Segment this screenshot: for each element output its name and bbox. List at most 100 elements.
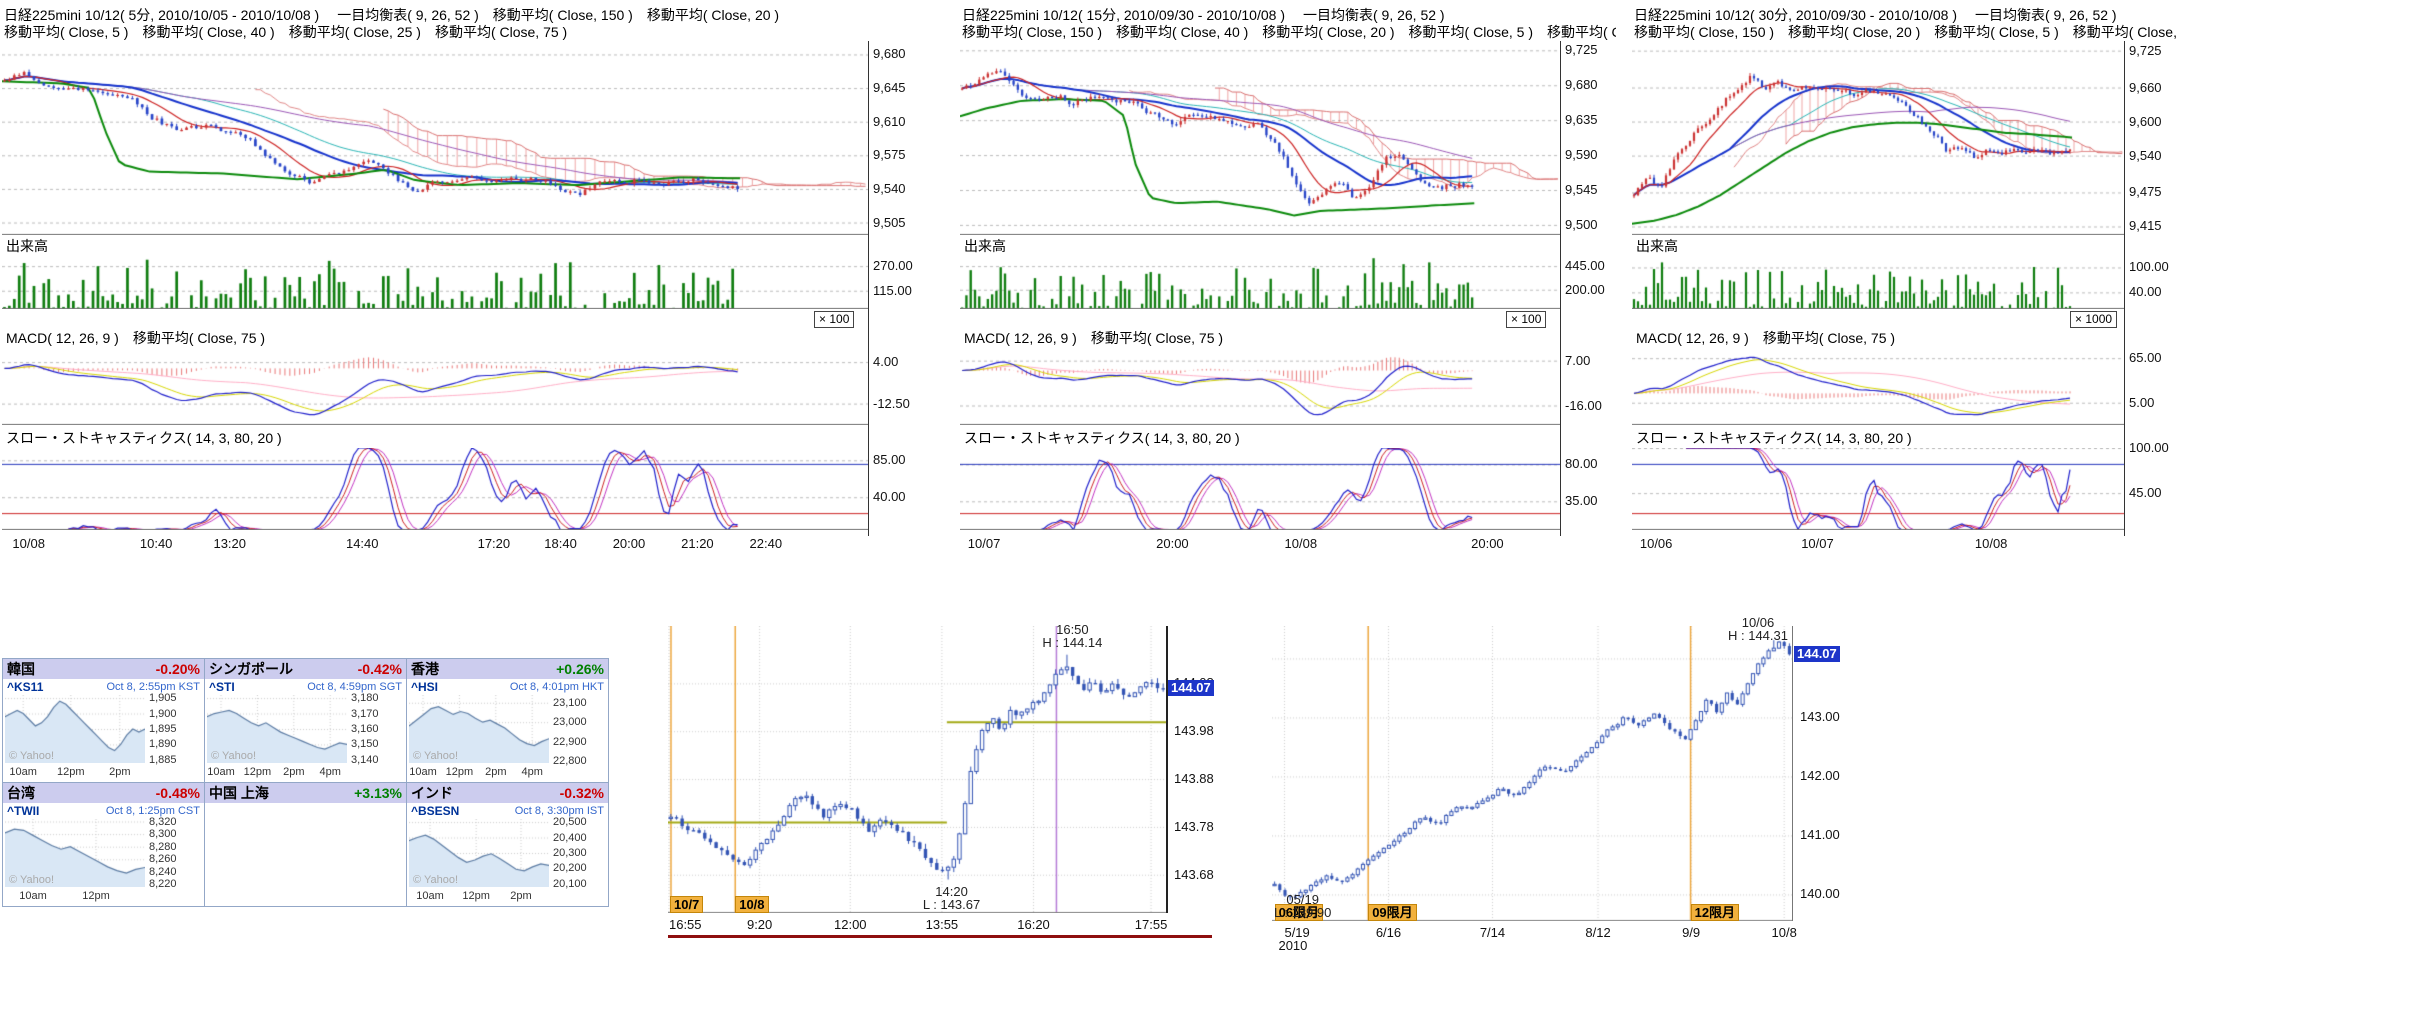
market-header: 韓国 -0.20%	[3, 659, 204, 679]
macd-tick-label: 5.00	[2129, 394, 2155, 410]
mini-chart-area: © Yahoo!	[205, 695, 406, 763]
market-name[interactable]: インド	[411, 785, 453, 801]
mini-x-tick: 2pm	[109, 766, 131, 778]
market-symbol[interactable]: ^HSI	[411, 679, 439, 694]
mini-x-tick: 10am	[416, 890, 444, 902]
volume-pane-canvas	[960, 255, 1560, 309]
legend-row-2: 移動平均( Close, 5 ) 移動平均( Close, 40 ) 移動平均(…	[4, 24, 568, 40]
price-tick-label: 9,680	[873, 46, 906, 62]
time-tick-label: 9/9	[1682, 925, 1701, 940]
axis-line	[868, 41, 869, 536]
market-name[interactable]: シンガポール	[209, 661, 293, 677]
price-tick-label: 9,590	[1565, 147, 1598, 163]
mini-x-labels: 10am 12pm 2pm 4pm	[205, 765, 406, 779]
time-tick-label: 10/07	[1801, 536, 1834, 551]
market-timestamp: Oct 8, 2:55pm KST	[106, 680, 200, 693]
stochastics-pane-canvas	[2, 448, 868, 530]
low-time: 05/19	[1286, 892, 1319, 907]
volume-tick-label: 200.00	[1565, 281, 1605, 297]
price-pane-canvas	[2, 41, 868, 235]
mini-y-tick: 20,400	[553, 831, 587, 844]
time-tick-label: 13:20	[213, 536, 247, 551]
market-symbol[interactable]: ^TWII	[7, 803, 40, 818]
market-symbol[interactable]: ^BSESN	[411, 803, 460, 818]
mini-chart-canvas	[205, 819, 406, 906]
low-annotation: 14:20 L : 143.67	[923, 885, 980, 911]
chart-header: 日経225mini 10/12( 5分, 2010/10/05 - 2010/1…	[4, 5, 930, 23]
legend-row-1: 一目均衡表( 9, 26, 52 )	[1974, 7, 2117, 23]
axis-line	[2124, 41, 2125, 536]
mini-y-tick: 3,150	[351, 738, 379, 751]
time-tick-label: 10/08	[12, 536, 45, 551]
mini-x-tick: 2pm	[485, 766, 507, 778]
market-symbol[interactable]: ^KS11	[7, 679, 44, 694]
mini-x-tick: 12pm	[57, 766, 85, 778]
time-tick-label: 8/12	[1585, 925, 1611, 940]
mini-chart-area: © Yahoo!	[3, 695, 204, 763]
mini-chart-canvas	[409, 819, 549, 887]
mini-x-labels: 10am 12pm 2pm	[3, 765, 204, 779]
mini-x-tick: 10am	[409, 766, 437, 778]
mini-y-tick: 1,900	[149, 707, 177, 720]
price-tick-label: 9,415	[2129, 218, 2162, 234]
mini-y-tick: 23,000	[553, 716, 587, 729]
price-tick-label: 143.98	[1174, 723, 1214, 739]
mini-chart-area	[205, 819, 406, 906]
mini-x-tick: 2pm	[510, 890, 532, 902]
stoch-tick-label: 80.00	[1565, 456, 1598, 472]
mini-y-tick: 22,800	[553, 755, 587, 768]
time-tick-label: 16:55	[668, 917, 702, 932]
market-symbol[interactable]: ^STI	[209, 679, 235, 694]
market-subheader: ^STI Oct 8, 4:59pm SGT	[205, 679, 406, 694]
market-change: -0.20%	[155, 661, 200, 677]
market-name[interactable]: 中国 上海	[209, 785, 269, 801]
axis-line	[1560, 41, 1561, 536]
market-subheader	[205, 803, 406, 818]
volume-tick-label: 270.00	[873, 258, 913, 274]
yahoo-watermark: © Yahoo!	[9, 874, 55, 886]
chart-header-2: 移動平均( Close, 150 ) 移動平均( Close, 40 ) 移動平…	[962, 22, 1616, 40]
market-name[interactable]: 香港	[411, 661, 439, 677]
macd-tick-label: 65.00	[2129, 350, 2162, 366]
market-name[interactable]: 台湾	[7, 785, 35, 801]
market-panel-korea: 韓国 -0.20% ^KS11 Oct 8, 2:55pm KST © Yahoo!…	[3, 659, 205, 783]
low-value: L : 143.67	[922, 897, 981, 912]
last-price-badge: 144.07	[1168, 680, 1214, 697]
market-subheader: ^TWII Oct 8, 1:25pm CST	[3, 803, 204, 818]
mini-chart-canvas	[5, 695, 145, 763]
market-header: 中国 上海 +3.13%	[205, 783, 406, 803]
price-tick-label: 9,725	[2129, 42, 2162, 58]
mini-x-labels: 10am 12pm 2pm	[407, 889, 608, 903]
macd-label: MACD( 12, 26, 9 ) 移動平均( Close, 75 )	[1636, 330, 1896, 346]
time-tick-label: 9:20	[746, 917, 773, 932]
macd-tick-label: 7.00	[1565, 352, 1591, 368]
chart-title: 日経225mini 10/12( 15分, 2010/09/30 - 2010/…	[962, 7, 1285, 23]
yahoo-watermark: © Yahoo!	[413, 874, 459, 886]
mini-y-tick: 22,900	[553, 735, 587, 748]
macd-tick-label: -12.50	[873, 395, 910, 411]
time-tick-label: 20:00	[612, 536, 646, 551]
legend-row-2: 移動平均( Close, 150 ) 移動平均( Close, 40 ) 移動平…	[962, 24, 1616, 40]
market-timestamp: Oct 8, 3:30pm IST	[514, 804, 604, 817]
period-flag: 12限月	[1690, 904, 1740, 921]
legend-row-2: 移動平均( Close, 150 ) 移動平均( Close, 20 ) 移動平…	[1634, 24, 2180, 40]
chart-header: 日経225mini 10/12( 30分, 2010/09/30 - 2010/…	[1634, 5, 2180, 23]
yahoo-watermark: © Yahoo!	[9, 750, 55, 762]
price-tick-label: 9,545	[1565, 181, 1598, 197]
legend-row-1: 一目均衡表( 9, 26, 52 )	[1302, 7, 1445, 23]
mini-y-tick: 3,170	[351, 707, 379, 720]
chart-header-2: 移動平均( Close, 5 ) 移動平均( Close, 40 ) 移動平均(…	[4, 22, 930, 40]
mini-x-tick: 10am	[9, 766, 37, 778]
time-tick-label: 12:00	[833, 917, 867, 932]
high-value: H : 144.31	[1728, 628, 1788, 643]
market-name[interactable]: 韓国	[7, 661, 35, 677]
price-tick-label: 9,680	[1565, 77, 1598, 93]
mini-x-tick: 12pm	[462, 890, 490, 902]
time-tick-label: 10/06	[1639, 536, 1673, 551]
nikkei225mini-15min-chart: 日経225mini 10/12( 15分, 2010/09/30 - 2010/…	[960, 2, 1616, 560]
mini-y-tick: 8,320	[149, 815, 177, 828]
volume-unit-badge: × 1000	[2070, 311, 2118, 328]
price-tick-label: 9,540	[873, 180, 906, 196]
